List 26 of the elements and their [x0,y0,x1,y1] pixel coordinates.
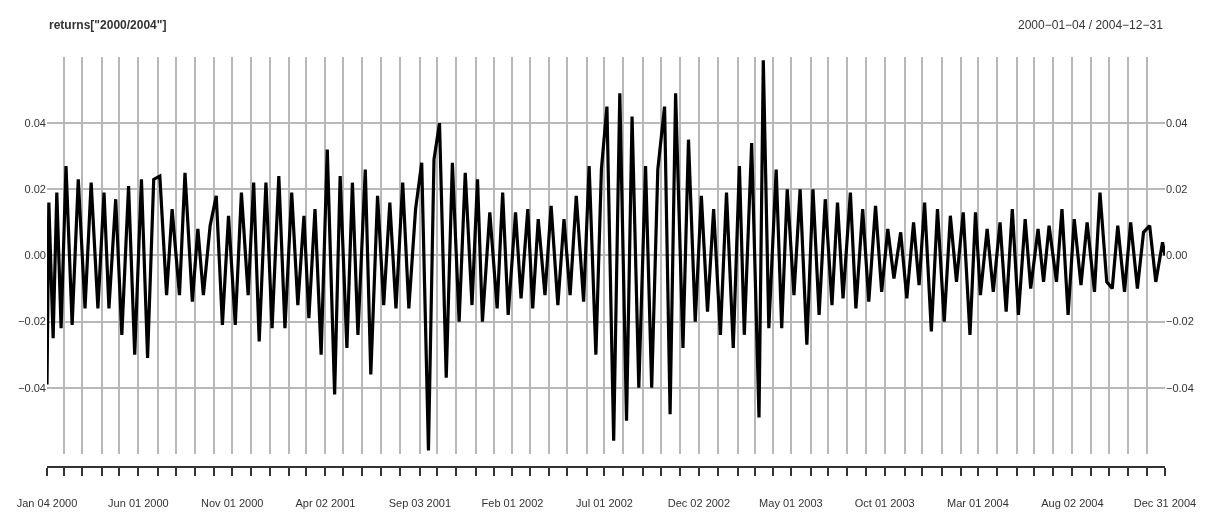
y2-tick-label: −0.02 [1166,315,1194,328]
chart-title: returns["2000/2004"] [49,18,167,32]
x-tick-label: Jan 04 2000 [16,497,78,510]
y-tick-label: −0.02 [18,315,46,328]
x-tick-label: Nov 01 2000 [201,497,264,510]
x-tick-label: Dec 02 2002 [667,497,731,510]
x-tick-label: Sep 03 2001 [388,497,452,510]
y-tick-label: 0.00 [24,249,46,262]
x-tick-label: Mar 01 2004 [947,497,1009,510]
x-tick-label: Aug 02 2004 [1041,497,1104,510]
y2-tick-label: 0.00 [1166,249,1188,262]
x-tick-label: Jul 01 2002 [576,497,633,510]
line-series [47,58,1165,453]
x-tick-label: May 01 2003 [759,497,823,510]
y2-tick-label: −0.04 [1166,381,1194,394]
chart-subtitle: 2000−01−04 / 2004−12−31 [1018,18,1164,32]
y2-tick-label: 0.04 [1166,117,1188,129]
y-tick-label: −0.04 [18,381,46,394]
x-tick-label: Oct 01 2003 [854,497,915,510]
y-tick-label: 0.02 [24,183,46,196]
x-tick-label: Dec 31 2004 [1133,497,1197,510]
y2-tick-label: 0.02 [1166,183,1188,196]
x-tick-label: Jun 01 2000 [108,497,169,510]
x-tick-label: Apr 02 2001 [295,497,356,510]
x-tick-label: Feb 01 2002 [481,497,544,510]
y-tick-label: 0.04 [24,117,46,129]
